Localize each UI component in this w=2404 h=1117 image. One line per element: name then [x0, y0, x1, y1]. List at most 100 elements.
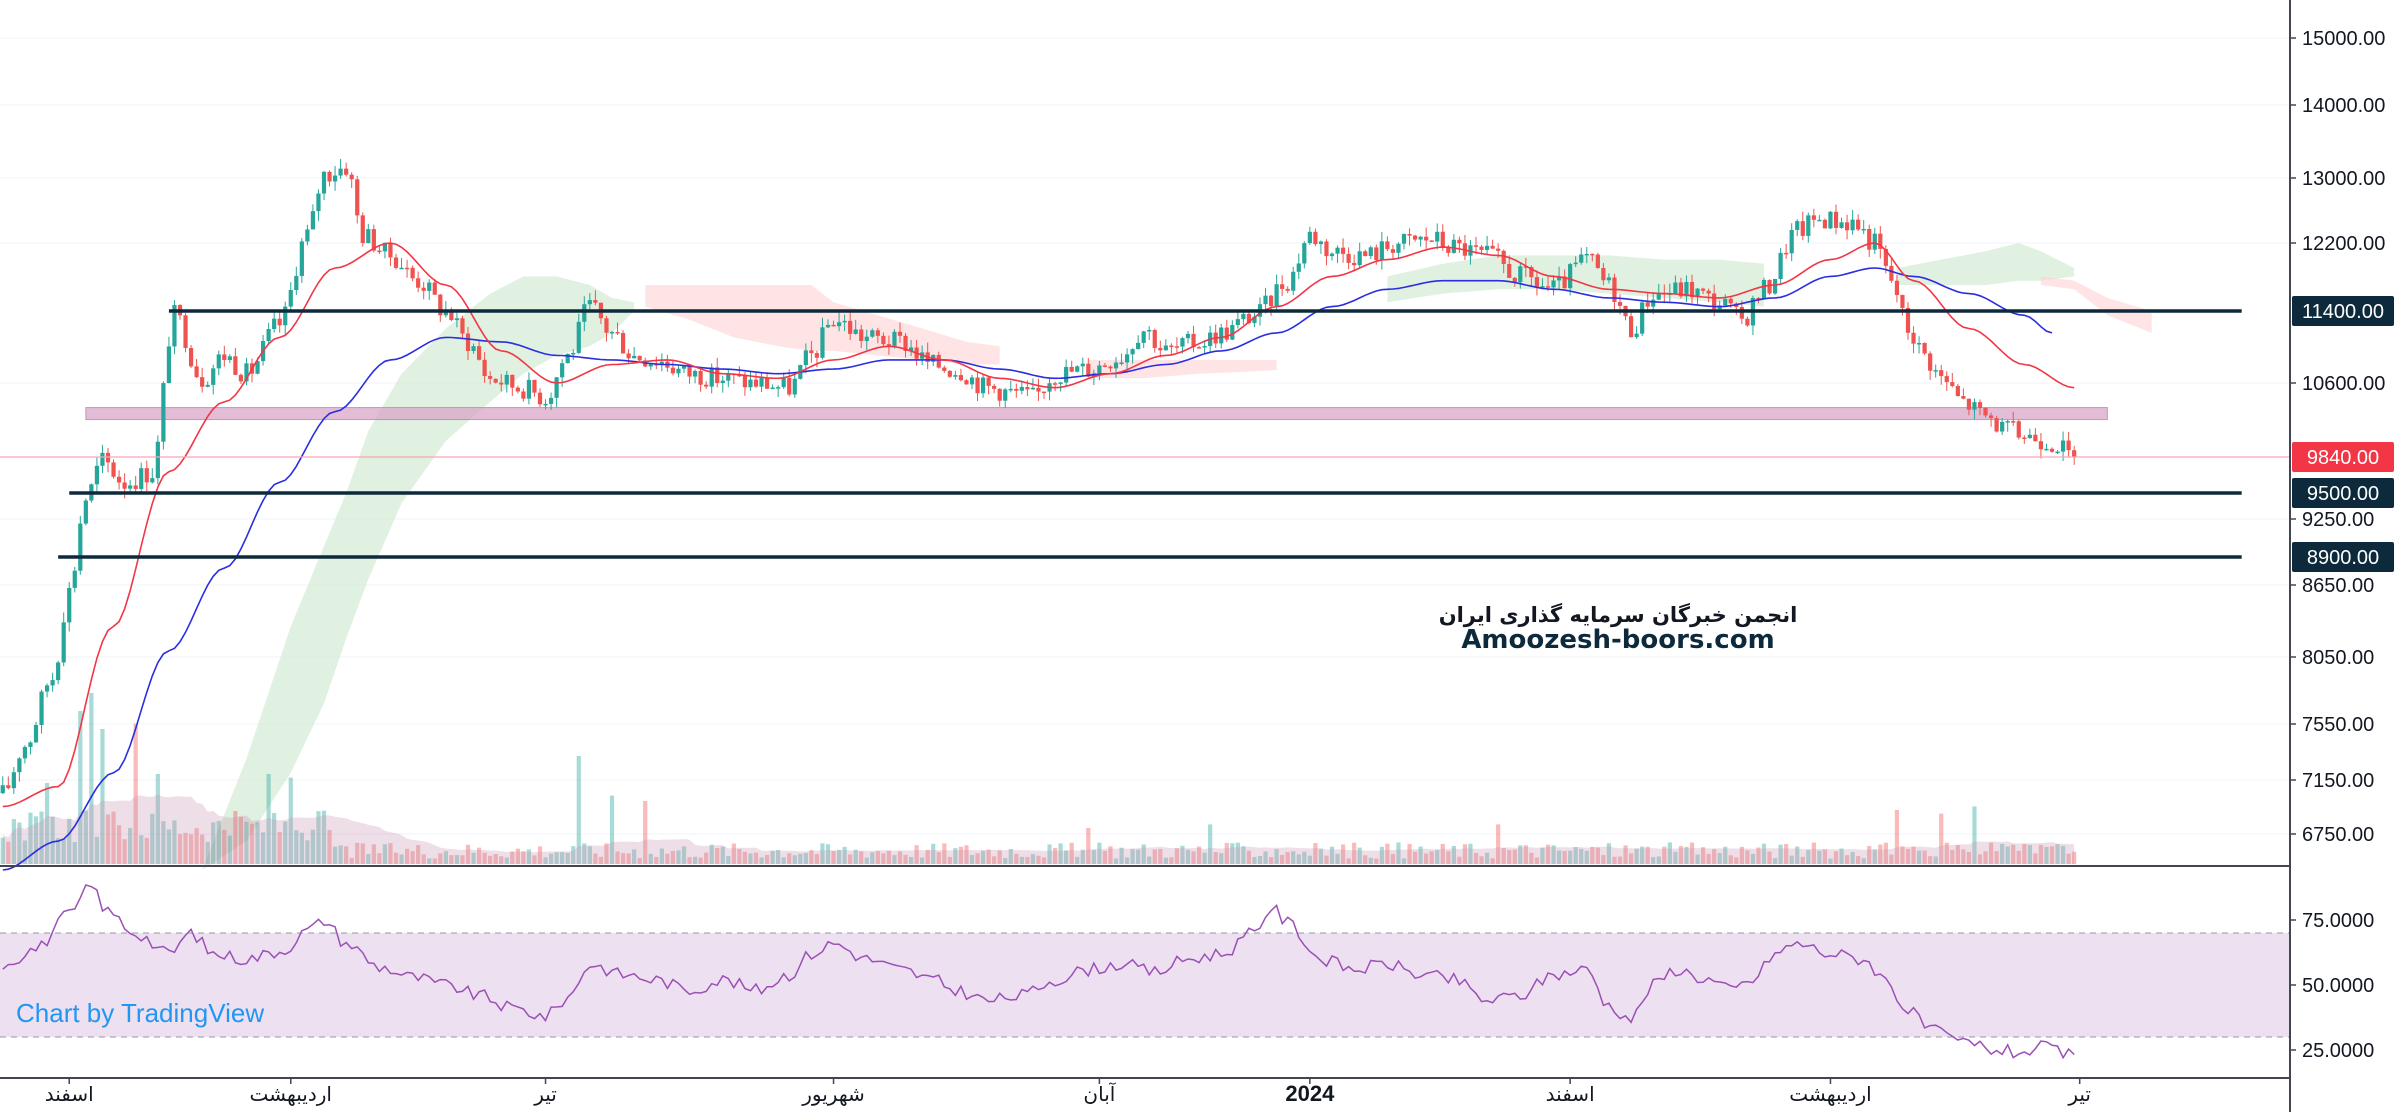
volume-bar [814, 854, 820, 864]
candle [1230, 320, 1235, 341]
volume-bar [620, 853, 626, 864]
volume-bar [382, 844, 388, 864]
volume-bar [770, 850, 775, 864]
candle [908, 339, 914, 357]
volume-bar [670, 850, 676, 864]
candle [499, 374, 504, 392]
volume-bar [1844, 855, 1850, 864]
volume-bar [587, 846, 592, 864]
volume-bar [1274, 849, 1279, 864]
candle [1833, 204, 1839, 235]
candle [1955, 383, 1960, 397]
volume-bar [188, 834, 194, 864]
volume-bar [737, 848, 742, 864]
candle [2049, 447, 2055, 453]
volume-bar [1623, 845, 1628, 864]
price-axis[interactable]: 15000.00 14000.00 13000.00 12200.00 10600.00… [2290, 28, 2385, 846]
candle [1628, 310, 1634, 338]
volume-bar [1822, 849, 1828, 864]
rsi-axis[interactable]: 75.0000 50.0000 25.0000 [2290, 910, 2374, 1062]
candle [986, 376, 991, 395]
volume-bar [748, 853, 753, 864]
candle [870, 328, 875, 338]
price-tick-label: 8050.00 [2302, 647, 2374, 669]
volume-bar [89, 693, 94, 864]
candle [1673, 275, 1678, 295]
volume-bar [1036, 855, 1041, 864]
tradingview-credit[interactable]: Chart by TradingView [16, 998, 264, 1028]
volume-bar [1501, 848, 1506, 864]
volume-bar [1579, 848, 1584, 864]
candle [825, 319, 831, 329]
volume-bar [1352, 842, 1357, 864]
volume-bar [1894, 810, 1900, 864]
volume-bar [626, 853, 631, 864]
volume-bar [659, 848, 664, 864]
volume-bar [1346, 858, 1351, 864]
candle [200, 367, 205, 393]
volume-bar [1008, 848, 1013, 864]
candle [1169, 343, 1174, 355]
candle [615, 322, 620, 335]
candle [676, 364, 681, 378]
candle [2027, 428, 2032, 439]
candle [776, 385, 781, 398]
price-tick-label: 12200.00 [2302, 233, 2385, 255]
candle [94, 457, 100, 494]
volume-bar [920, 857, 925, 864]
volume-bar [449, 855, 454, 864]
candle [1102, 363, 1108, 368]
volume-bar [1645, 846, 1650, 864]
volume-bar [1097, 842, 1102, 864]
candle [1003, 387, 1008, 409]
volume-bar [1745, 850, 1750, 864]
cloud-band-0 [202, 276, 635, 870]
time-axis[interactable]: اسفند اردیبهشت تیر شهریور آبان 2024 اسفند اردیب… [45, 1078, 2091, 1106]
candle [460, 316, 465, 339]
candle [454, 312, 460, 328]
volume-bar [1263, 851, 1268, 864]
volume-bar [1208, 824, 1213, 864]
candle [355, 175, 360, 224]
candle [2060, 431, 2066, 462]
volume-bar [2055, 844, 2060, 864]
candle [1396, 242, 1401, 259]
time-tick-label: اسفند [45, 1084, 94, 1106]
volume-bar [44, 783, 50, 864]
candle [150, 468, 155, 484]
volume-bar [488, 855, 493, 864]
candle [2022, 435, 2027, 444]
volume-bar [1817, 850, 1822, 864]
volume-bar [1451, 845, 1456, 864]
price-badge-label: 11400.00 [2302, 301, 2384, 323]
candle [410, 265, 415, 282]
volume-bar [155, 774, 160, 864]
volume-bar [648, 853, 653, 864]
candle [377, 245, 382, 255]
volume-bar [1977, 854, 1983, 864]
candle [687, 364, 692, 384]
support-zone-rect[interactable] [85, 407, 2108, 421]
volume-bar [1468, 843, 1473, 864]
volume-bar [1551, 845, 1556, 864]
candle [510, 374, 515, 397]
volume-bar [825, 844, 831, 864]
volume-bar [914, 845, 919, 864]
volume-bar [820, 843, 825, 864]
candle [698, 366, 703, 392]
volume-bar [1684, 846, 1689, 864]
time-tick-label: شهریور [801, 1084, 865, 1106]
volume-bar [1518, 845, 1523, 864]
candle [1163, 339, 1168, 351]
candle [482, 352, 487, 383]
candle [1196, 346, 1202, 349]
volume-bar [1174, 848, 1180, 864]
volume-bar [576, 756, 581, 864]
candle [1329, 252, 1335, 261]
volume-bar [443, 851, 448, 864]
volume-bar [327, 830, 332, 864]
volume-bar [1507, 850, 1512, 864]
volume-bar [366, 854, 371, 864]
